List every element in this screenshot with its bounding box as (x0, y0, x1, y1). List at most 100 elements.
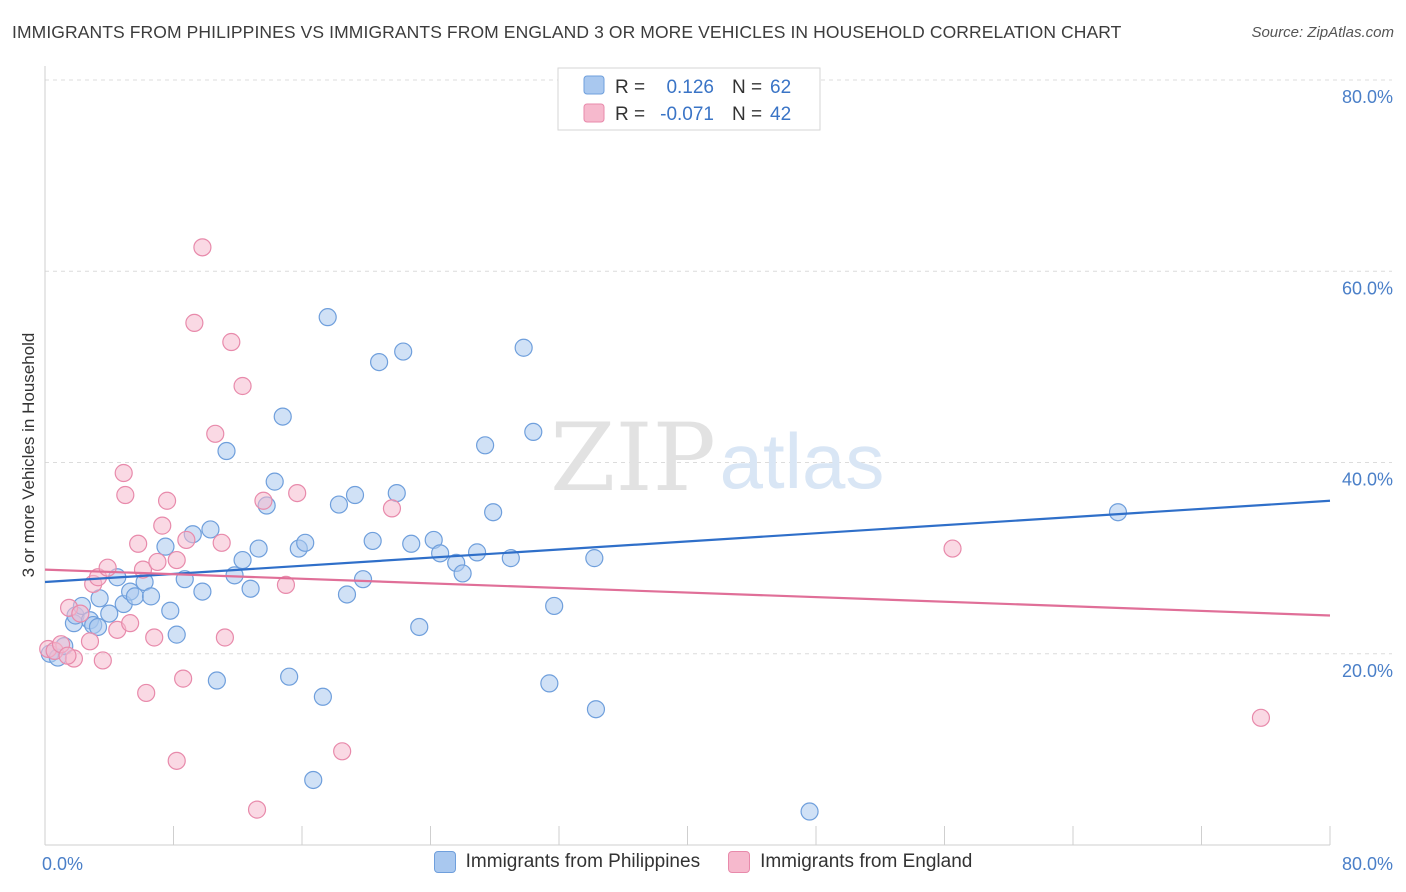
point-england-32 (247, 800, 267, 819)
point-philippines-37 (313, 687, 332, 706)
x-tick-label-0: 0.0% (42, 854, 83, 874)
point-england-37 (382, 499, 402, 518)
point-philippines-64 (1108, 503, 1128, 522)
point-philippines-8 (88, 617, 108, 637)
point-philippines-48 (410, 617, 429, 637)
point-england-14 (121, 614, 140, 633)
x-tick-label-1: 80.0% (1342, 854, 1393, 874)
y-tick-label-1: 40.0% (1342, 470, 1393, 490)
watermark-zip: ZIP (550, 404, 716, 513)
point-philippines-58 (524, 422, 543, 441)
point-philippines-29 (249, 539, 268, 558)
y-tick-label-0: 20.0% (1342, 661, 1393, 681)
point-england-13 (116, 485, 135, 505)
point-philippines-10 (100, 604, 119, 623)
point-philippines-28 (241, 579, 260, 598)
point-philippines-63 (800, 802, 819, 821)
point-england-17 (137, 683, 156, 703)
chart-source: Source: ZipAtlas.com (1251, 24, 1394, 41)
point-england-22 (167, 550, 186, 570)
point-philippines-44 (370, 352, 389, 372)
legend-swatch-philippines (583, 75, 605, 95)
legend-r-value-philippines: 0.126 (666, 77, 714, 98)
point-philippines-53 (467, 543, 487, 562)
series-legend-swatch-philippines (433, 851, 456, 873)
point-england-15 (129, 534, 148, 553)
point-england-10 (98, 558, 117, 577)
legend-n-label-england: N = (732, 104, 762, 125)
point-philippines-14 (125, 587, 145, 606)
point-england-27 (206, 424, 225, 443)
trend-line-england (44, 568, 1331, 617)
point-england-6 (80, 632, 100, 651)
legend-r-value-england: -0.071 (660, 104, 714, 125)
point-philippines-18 (161, 601, 180, 620)
chart-title: IMMIGRANTS FROM PHILIPPINES VS IMMIGRANT… (12, 22, 1122, 42)
point-england-39 (943, 539, 962, 558)
point-philippines-41 (345, 485, 365, 505)
series-legend-swatch-england (728, 851, 751, 873)
series-legend-label-philippines: Immigrants from Philippines (465, 851, 701, 872)
point-england-25 (185, 313, 204, 332)
point-england-41 (58, 646, 77, 665)
point-england-28 (212, 533, 231, 552)
point-philippines-25 (217, 441, 236, 461)
point-philippines-38 (318, 308, 337, 327)
point-england-34 (276, 575, 296, 595)
y-tick-labels: 20.0% 40.0% 60.0% 80.0% (1342, 87, 1393, 681)
point-england-19 (148, 552, 167, 572)
point-england-26 (193, 238, 212, 257)
point-philippines-59 (540, 674, 559, 693)
point-england-24 (177, 530, 196, 550)
point-england-30 (222, 332, 241, 352)
legend-n-value-england: 42 (770, 104, 791, 125)
point-philippines-46 (394, 342, 413, 361)
point-philippines-40 (337, 585, 357, 604)
legend-n-label-philippines: N = (732, 77, 762, 98)
point-england-23 (174, 669, 193, 688)
point-england-40 (1251, 708, 1271, 727)
series-legend-item-philippines: Immigrants from Philippines (433, 851, 701, 873)
point-england-21 (157, 491, 177, 510)
legend-r-label-england: R = (615, 104, 645, 125)
point-england-35 (288, 484, 307, 503)
point-philippines-24 (207, 671, 226, 690)
point-philippines-52 (453, 564, 472, 583)
point-england-12 (114, 463, 133, 483)
point-england-5 (71, 604, 90, 623)
point-philippines-61 (585, 549, 604, 568)
point-philippines-22 (193, 582, 212, 601)
point-philippines-50 (431, 544, 450, 563)
series-philippines-points (40, 308, 1128, 821)
point-philippines-43 (363, 531, 382, 551)
point-philippines-42 (353, 570, 373, 589)
series-legend: Immigrants from Philippines Immigrants f… (0, 851, 1406, 873)
point-philippines-17 (156, 537, 175, 556)
correlation-legend: R = 0.126 N = 62 R = -0.071 N = 42 (557, 67, 821, 131)
point-philippines-27 (233, 550, 252, 570)
axes (44, 66, 1331, 846)
point-england-29 (215, 628, 234, 647)
point-england-9 (93, 651, 112, 670)
y-tick-label-3: 80.0% (1342, 87, 1393, 107)
point-philippines-23 (201, 520, 220, 539)
watermark: ZIP atlas (550, 404, 884, 513)
point-england-33 (254, 491, 273, 510)
point-england-38 (167, 751, 186, 770)
point-philippines-39 (329, 495, 349, 514)
legend-n-value-philippines: 62 (770, 77, 791, 98)
point-philippines-33 (280, 667, 299, 686)
point-england-36 (333, 742, 352, 761)
point-philippines-60 (545, 596, 564, 616)
point-philippines-31 (265, 472, 284, 491)
trend-lines (44, 499, 1331, 617)
legend-r-label-philippines: R = (615, 77, 645, 98)
point-philippines-32 (273, 407, 292, 426)
point-philippines-62 (586, 700, 606, 719)
point-philippines-57 (514, 338, 533, 357)
series-legend-label-england: Immigrants from England (760, 851, 973, 872)
point-philippines-45 (387, 484, 406, 503)
grid-lines (45, 79, 1392, 655)
point-england-20 (153, 516, 172, 535)
